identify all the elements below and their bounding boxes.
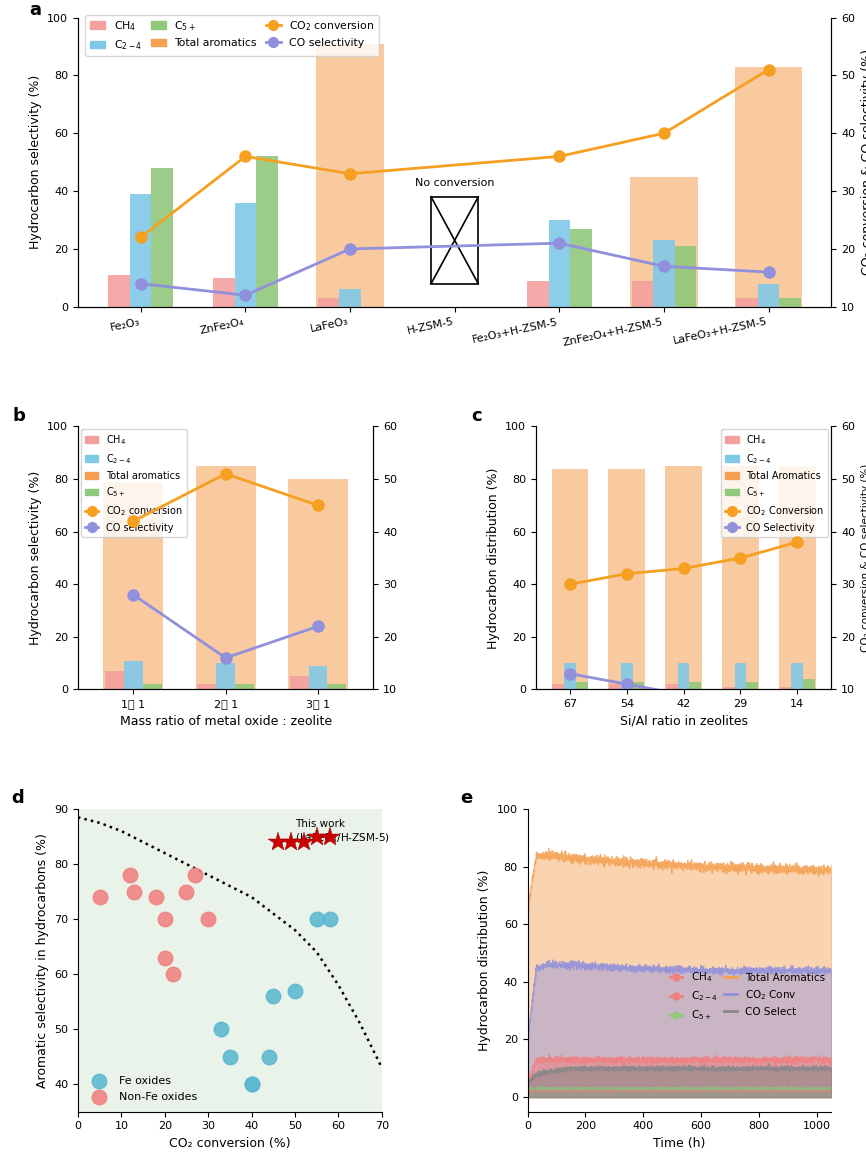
Non-Fe oxides <box>188 866 202 885</box>
Bar <box>792 663 803 689</box>
Bar <box>779 687 792 689</box>
Bar <box>609 468 645 689</box>
Non-Fe oxides <box>93 888 107 907</box>
Legend: Fe oxides, Non-Fe oxides: Fe oxides, Non-Fe oxides <box>83 1072 202 1106</box>
Y-axis label: Aromatic selectivity in hydrocarbons (%): Aromatic selectivity in hydrocarbons (%) <box>36 833 48 1088</box>
Bar <box>339 289 361 307</box>
Legend: CH$_4$, C$_{2-4}$, Total Aromatics, C$_{5+}$, CO$_2$ Conversion, CO Selectivity: CH$_4$, C$_{2-4}$, Total Aromatics, C$_{… <box>721 429 829 537</box>
Bar <box>552 468 588 689</box>
Bar <box>758 283 779 307</box>
Text: a: a <box>29 1 41 19</box>
Bar <box>197 684 216 689</box>
Fe oxides <box>288 982 302 1000</box>
Bar <box>610 684 621 689</box>
Bar <box>318 298 339 307</box>
Bar <box>308 666 327 689</box>
Non-Fe oxides <box>158 910 171 929</box>
Y-axis label: CO₂ conversion & CO selectivity (%): CO₂ conversion & CO selectivity (%) <box>861 49 866 275</box>
Bar <box>143 684 162 689</box>
Bar <box>746 682 758 689</box>
Bar <box>665 466 702 689</box>
Fe oxides <box>223 1047 236 1066</box>
Non-Fe oxides <box>158 948 171 966</box>
Fe oxides <box>310 910 324 929</box>
Bar <box>130 194 152 307</box>
Bar <box>633 682 644 689</box>
Fe oxides <box>244 1075 258 1094</box>
Bar <box>327 684 346 689</box>
Text: e: e <box>461 789 473 807</box>
Bar <box>289 676 308 689</box>
Bar <box>630 177 698 307</box>
Fe oxides <box>214 1020 228 1039</box>
Bar <box>196 466 255 689</box>
Bar <box>779 466 816 689</box>
Fe oxides <box>323 910 337 929</box>
Bar <box>631 281 653 307</box>
Bar <box>689 682 701 689</box>
Bar <box>734 663 746 689</box>
Bar <box>666 684 678 689</box>
Bar <box>723 687 734 689</box>
X-axis label: Si/Al ratio in zeolites: Si/Al ratio in zeolites <box>620 715 747 728</box>
Legend: CH$_4$, C$_{2-4}$, C$_{5+}$, Total aromatics, CO$_2$ conversion, CO selectivity: CH$_4$, C$_{2-4}$, C$_{5+}$, Total aroma… <box>86 15 379 56</box>
Y-axis label: Hydrocarbon distribution (%): Hydrocarbon distribution (%) <box>487 467 500 648</box>
Bar <box>431 197 478 283</box>
Bar <box>236 684 254 689</box>
Bar <box>653 240 675 307</box>
Bar <box>621 663 633 689</box>
X-axis label: CO₂ conversion (%): CO₂ conversion (%) <box>169 1137 291 1150</box>
Bar <box>103 482 164 689</box>
Bar <box>803 679 815 689</box>
Bar <box>548 220 570 307</box>
Non-Fe oxides <box>201 910 215 929</box>
X-axis label: Time (h): Time (h) <box>653 1137 706 1150</box>
Bar <box>570 228 591 307</box>
Bar <box>108 275 130 307</box>
Bar <box>779 298 801 307</box>
Y-axis label: Hydrocarbon selectivity (%): Hydrocarbon selectivity (%) <box>29 470 42 645</box>
Non-Fe oxides <box>123 866 137 885</box>
Bar <box>213 278 235 307</box>
Non-Fe oxides <box>127 882 141 901</box>
Non-Fe oxides <box>149 888 163 907</box>
Bar <box>124 661 143 689</box>
Bar <box>316 43 384 307</box>
Y-axis label: Hydrocarbon selectivity (%): Hydrocarbon selectivity (%) <box>29 75 42 249</box>
Text: This work
(LaFeO$_3$/H-ZSM-5): This work (LaFeO$_3$/H-ZSM-5) <box>295 819 390 845</box>
Bar <box>288 479 348 689</box>
Text: No conversion: No conversion <box>415 178 494 188</box>
Fe oxides <box>267 986 281 1005</box>
Bar <box>152 168 173 307</box>
Non-Fe oxides <box>166 965 180 984</box>
Bar <box>105 672 124 689</box>
Text: c: c <box>471 407 481 425</box>
Bar <box>576 682 587 689</box>
Bar <box>678 663 689 689</box>
Bar <box>553 684 564 689</box>
Bar <box>736 298 758 307</box>
Y-axis label: Hydrocarbon distribution (%): Hydrocarbon distribution (%) <box>478 869 491 1051</box>
Legend: CH$_4$, C$_{2-4}$, Total aromatics, C$_{5+}$, CO$_2$ conversion, CO selectivity: CH$_4$, C$_{2-4}$, Total aromatics, C$_{… <box>81 429 187 537</box>
X-axis label: Mass ratio of metal oxide : zeolite: Mass ratio of metal oxide : zeolite <box>120 715 332 728</box>
Fe oxides <box>262 1047 276 1066</box>
Y-axis label: CO₂ conversion & CO selectivity (%)
Hydrocarbon distribution (%): CO₂ conversion & CO selectivity (%) Hydr… <box>861 463 866 652</box>
Bar <box>235 202 256 307</box>
Text: d: d <box>11 789 24 807</box>
Bar <box>564 663 576 689</box>
Bar <box>675 246 696 307</box>
Bar <box>216 663 236 689</box>
Bar <box>722 466 759 689</box>
Text: b: b <box>13 407 26 425</box>
Legend: CH$_4$, C$_{2-4}$, C$_{5+}$, Total Aromatics, CO$_2$ Conv, CO Select: CH$_4$, C$_{2-4}$, C$_{5+}$, Total Aroma… <box>666 966 829 1026</box>
Bar <box>527 281 548 307</box>
Fe oxides <box>244 1075 258 1094</box>
Bar <box>734 67 803 307</box>
Bar <box>256 157 278 307</box>
Non-Fe oxides <box>179 882 193 901</box>
